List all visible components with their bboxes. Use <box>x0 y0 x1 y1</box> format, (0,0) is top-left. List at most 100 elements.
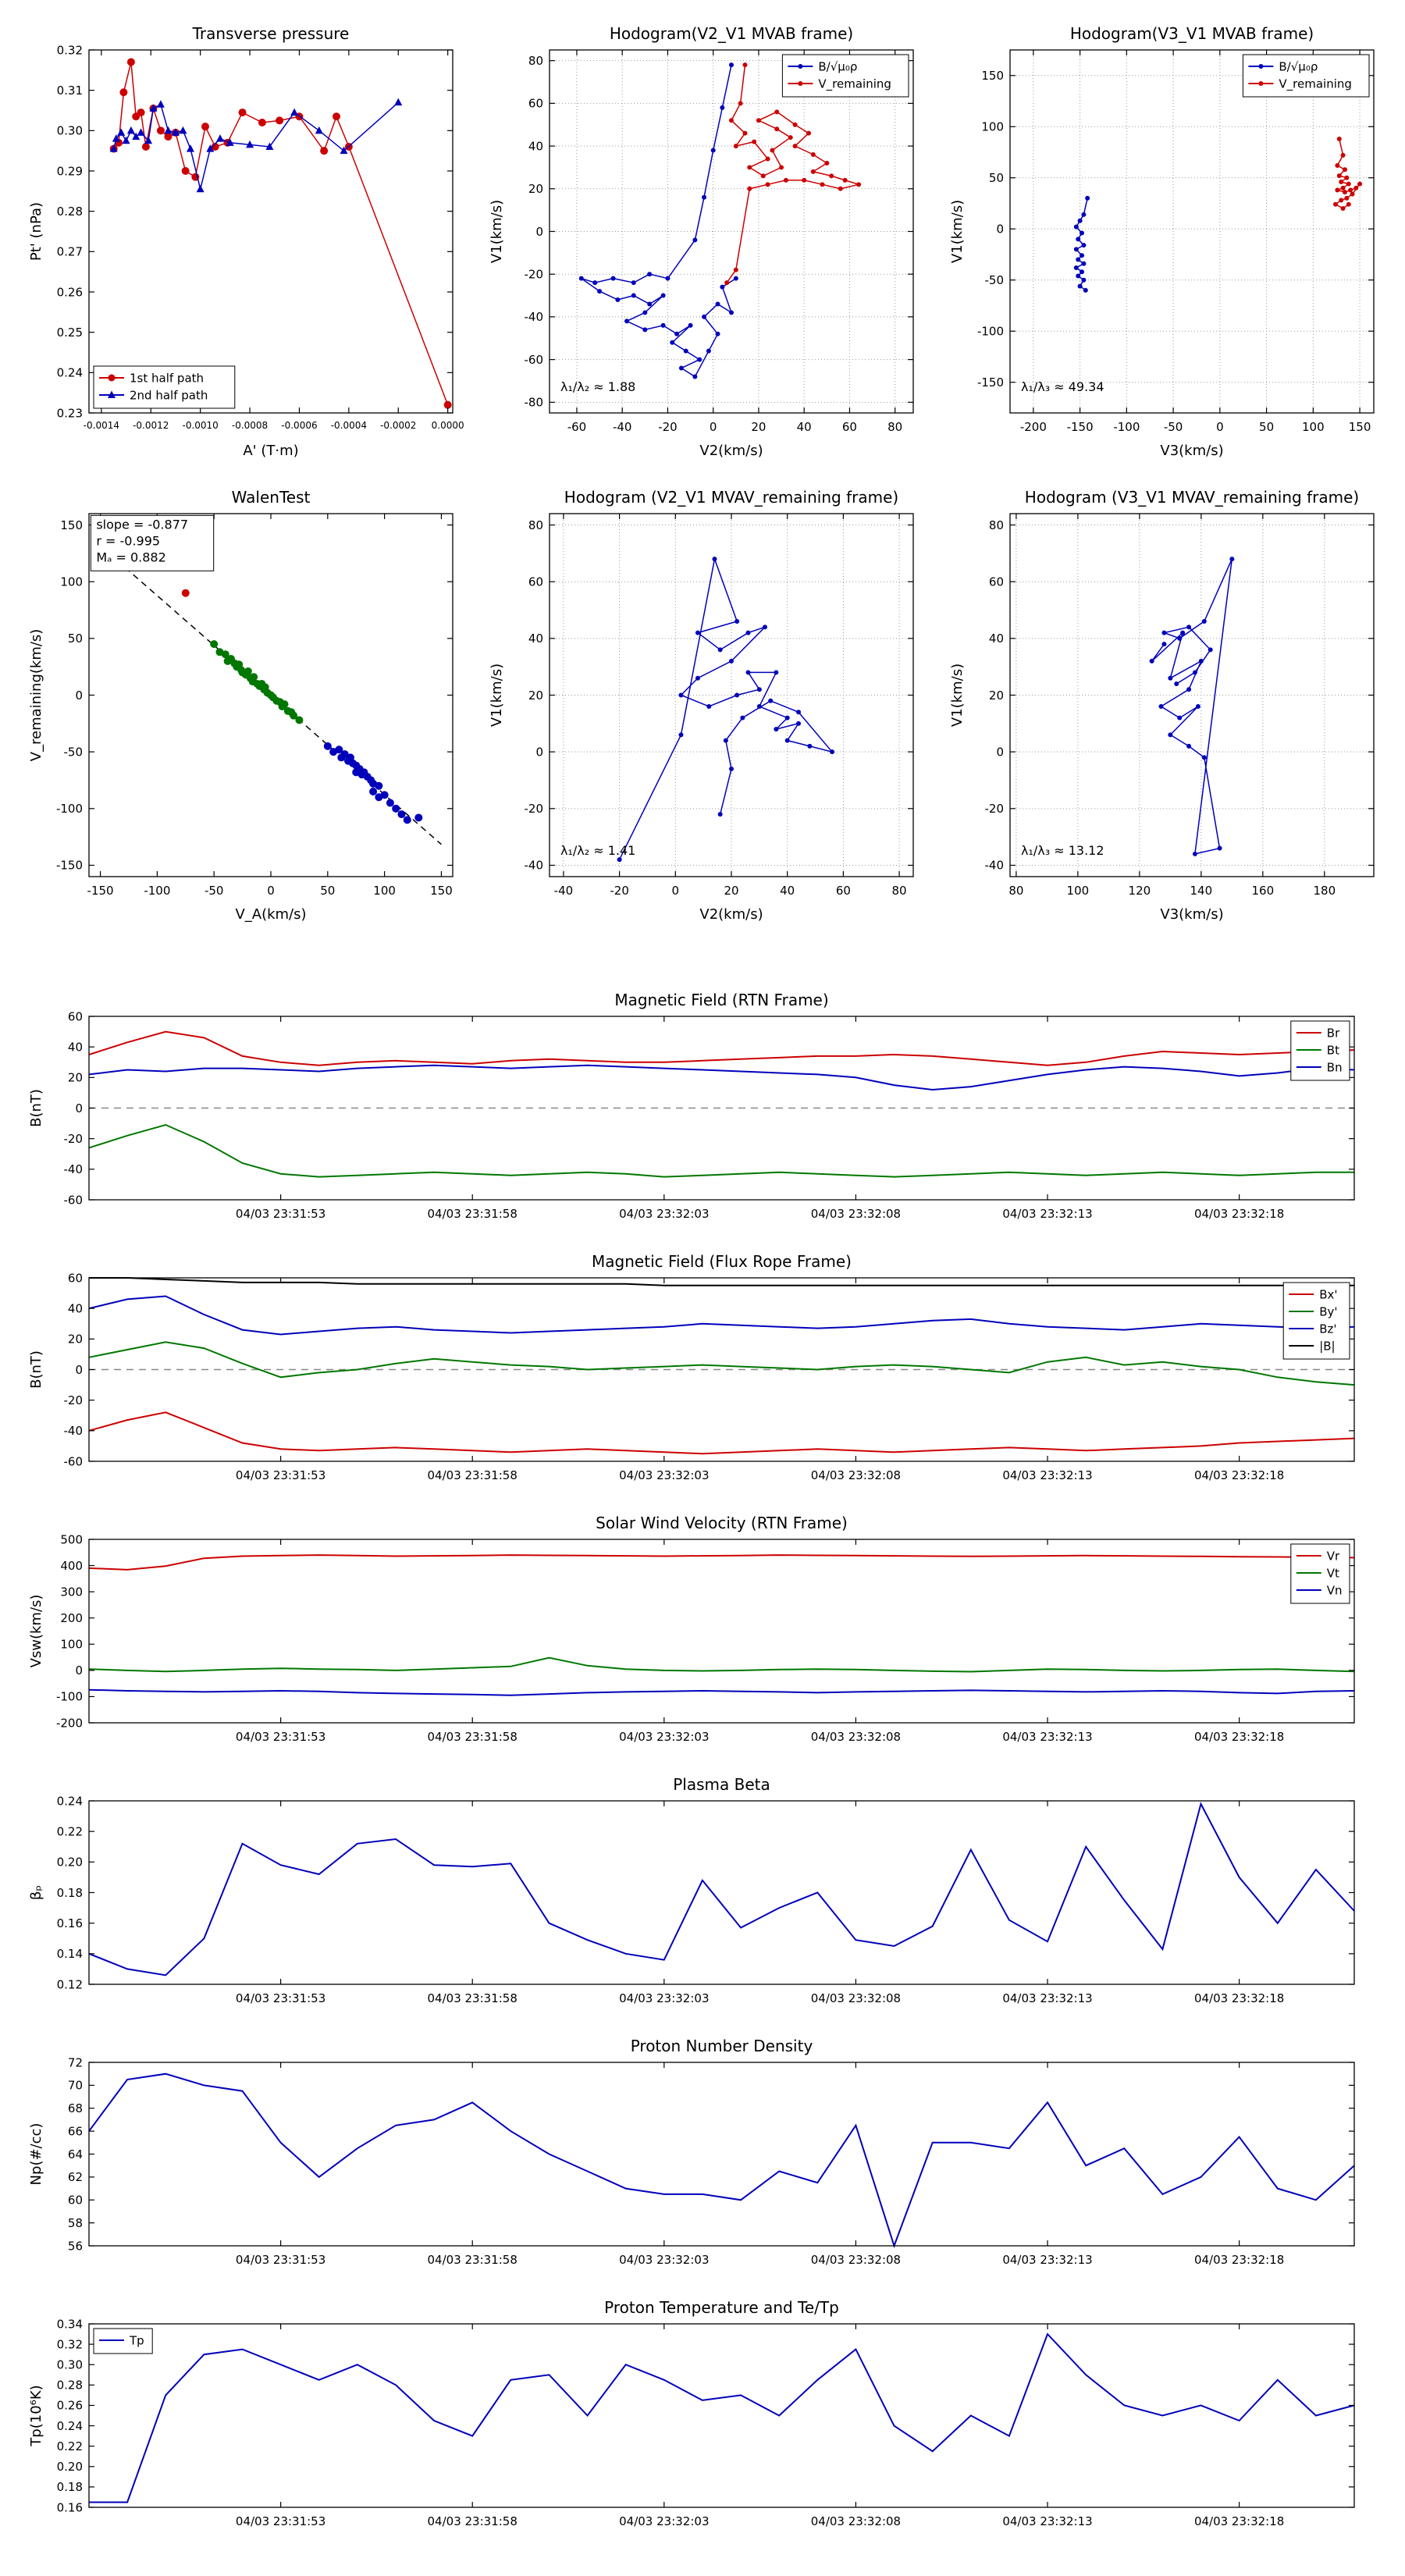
svg-text:0.24: 0.24 <box>57 1794 83 1808</box>
svg-text:0.22: 0.22 <box>57 1824 83 1838</box>
svg-text:WalenTest: WalenTest <box>232 488 311 507</box>
svg-text:04/03 23:32:08: 04/03 23:32:08 <box>811 1468 901 1482</box>
svg-text:-60: -60 <box>64 1193 84 1207</box>
svg-text:Plasma Beta: Plasma Beta <box>673 1775 770 1794</box>
svg-text:0: 0 <box>75 1101 83 1115</box>
svg-text:80: 80 <box>887 420 902 434</box>
svg-text:Bt: Bt <box>1327 1043 1339 1057</box>
svg-text:-200: -200 <box>1020 420 1047 434</box>
svg-text:-100: -100 <box>977 324 1004 338</box>
svg-text:60: 60 <box>68 2194 83 2208</box>
svg-text:0: 0 <box>75 1663 83 1678</box>
chart-hodogram-v2v1-mvab: -60 -40 -20 0 20 40 60 80 -80 -60 -40 -20 0 20 40 60 80 H… <box>484 14 929 463</box>
svg-text:0: 0 <box>672 884 680 898</box>
svg-text:B(nT): B(nT) <box>28 1089 44 1127</box>
svg-text:40: 40 <box>780 884 795 898</box>
svg-text:-150: -150 <box>56 859 83 873</box>
svg-text:04/03 23:32:03: 04/03 23:32:03 <box>619 1468 709 1482</box>
svg-text:20: 20 <box>68 1332 83 1347</box>
svg-text:-150: -150 <box>1067 420 1094 434</box>
svg-text:04/03 23:32:18: 04/03 23:32:18 <box>1194 1468 1284 1482</box>
svg-text:50: 50 <box>68 632 83 646</box>
svg-text:0.16: 0.16 <box>57 1916 83 1930</box>
svg-text:50: 50 <box>1259 420 1274 434</box>
chart-transverse-pressure: -0.0014 -0.0012 -0.0010 -0.0008 -0.0006 -0.00… <box>23 14 468 463</box>
svg-text:04/03 23:32:18: 04/03 23:32:18 <box>1194 1207 1284 1221</box>
svg-text:0.31: 0.31 <box>57 84 83 98</box>
svg-text:0.25: 0.25 <box>57 326 83 340</box>
svg-text:-0.0008: -0.0008 <box>232 420 268 431</box>
svg-text:-20: -20 <box>64 1132 84 1146</box>
svg-text:-0.0010: -0.0010 <box>182 420 218 431</box>
chart-solar-wind-velocity: 04/03 23:31:53 04/03 23:31:58 04/03 23:32:… <box>23 1508 1382 1758</box>
svg-text:0.34: 0.34 <box>57 2317 83 2331</box>
svg-text:Magnetic Field (Flux Rope Fram: Magnetic Field (Flux Rope Frame) <box>592 1252 852 1271</box>
svg-text:0.32: 0.32 <box>57 2337 83 2351</box>
svg-text:56: 56 <box>68 2239 83 2253</box>
svg-text:slope = -0.877: slope = -0.877 <box>96 517 188 532</box>
svg-text:V2(km/s): V2(km/s) <box>699 906 763 923</box>
svg-text:40: 40 <box>528 139 543 153</box>
svg-text:04/03 23:32:13: 04/03 23:32:13 <box>1002 1207 1092 1221</box>
svg-text:-60: -60 <box>567 420 587 434</box>
svg-text:0.20: 0.20 <box>57 1856 83 1870</box>
svg-text:0.20: 0.20 <box>57 2460 83 2474</box>
svg-text:-20: -20 <box>658 420 678 434</box>
svg-text:0.14: 0.14 <box>57 1947 83 1961</box>
chart-hodogram-v2v1-mvav: -40 -20 0 20 40 60 80 -40 -20 0 20 40 60 80 Hodogram (… <box>484 478 929 927</box>
chart-plasma-beta: 04/03 23:31:53 04/03 23:31:58 04/03 23:32:… <box>23 1770 1382 2019</box>
svg-text:0: 0 <box>75 1363 83 1377</box>
svg-text:0.24: 0.24 <box>57 366 83 380</box>
svg-text:-50: -50 <box>985 273 1005 287</box>
svg-text:0.27: 0.27 <box>57 245 83 259</box>
svg-text:Proton Number Density: Proton Number Density <box>631 2037 813 2055</box>
svg-text:04/03 23:31:58: 04/03 23:31:58 <box>428 1207 518 1221</box>
svg-text:-0.0004: -0.0004 <box>331 420 367 431</box>
svg-text:-40: -40 <box>525 859 544 873</box>
svg-text:Transverse pressure: Transverse pressure <box>192 24 350 43</box>
svg-text:100: 100 <box>60 575 83 589</box>
chart-proton-number-density: 04/03 23:31:53 04/03 23:31:58 04/03 23:32:… <box>23 2031 1382 2281</box>
svg-text:80: 80 <box>1008 884 1023 898</box>
svg-text:|B|: |B| <box>1319 1339 1335 1353</box>
svg-text:04/03 23:31:58: 04/03 23:31:58 <box>428 1468 518 1482</box>
svg-text:0: 0 <box>535 745 543 759</box>
svg-text:Hodogram (V2_V1 MVAV_remaining: Hodogram (V2_V1 MVAV_remaining frame) <box>564 488 898 507</box>
svg-text:-40: -40 <box>525 310 544 324</box>
svg-text:-0.0012: -0.0012 <box>133 420 169 431</box>
svg-text:60: 60 <box>989 575 1004 589</box>
svg-text:r = -0.995: r = -0.995 <box>96 533 160 548</box>
svg-text:Hodogram(V3_V1 MVAB frame): Hodogram(V3_V1 MVAB frame) <box>1070 24 1314 43</box>
svg-text:0.18: 0.18 <box>57 1886 83 1900</box>
svg-text:04/03 23:32:13: 04/03 23:32:13 <box>1002 1468 1092 1482</box>
svg-text:-40: -40 <box>64 1162 84 1176</box>
svg-text:150: 150 <box>981 69 1004 83</box>
svg-text:40: 40 <box>68 1040 83 1054</box>
svg-text:100: 100 <box>1067 884 1090 898</box>
svg-text:04/03 23:32:03: 04/03 23:32:03 <box>619 1207 709 1221</box>
chart-proton-temperature: 04/03 23:31:53 04/03 23:31:58 04/03 23:32:… <box>23 2293 1382 2542</box>
svg-text:04/03 23:32:03: 04/03 23:32:03 <box>619 1991 709 2005</box>
svg-text:λ₁/λ₃ ≈ 13.12: λ₁/λ₃ ≈ 13.12 <box>1021 843 1104 858</box>
svg-text:-0.0002: -0.0002 <box>380 420 416 431</box>
svg-text:04/03 23:32:03: 04/03 23:32:03 <box>619 2514 709 2528</box>
svg-text:50: 50 <box>320 884 335 898</box>
svg-text:-40: -40 <box>613 420 632 434</box>
svg-text:0.22: 0.22 <box>57 2439 83 2453</box>
svg-text:0: 0 <box>535 225 543 239</box>
svg-text:-20: -20 <box>525 802 544 816</box>
svg-text:500: 500 <box>60 1532 83 1546</box>
svg-text:150: 150 <box>60 518 83 532</box>
svg-text:100: 100 <box>60 1638 83 1652</box>
svg-text:βₚ: βₚ <box>28 1885 44 1900</box>
svg-text:04/03 23:32:08: 04/03 23:32:08 <box>811 2514 901 2528</box>
svg-text:-80: -80 <box>525 396 544 410</box>
svg-text:04/03 23:32:08: 04/03 23:32:08 <box>811 2253 901 2267</box>
svg-text:04/03 23:32:18: 04/03 23:32:18 <box>1194 1991 1284 2005</box>
svg-text:04/03 23:32:13: 04/03 23:32:13 <box>1002 2514 1092 2528</box>
svg-text:66: 66 <box>68 2124 83 2138</box>
svg-text:Magnetic Field (RTN Frame): Magnetic Field (RTN Frame) <box>614 991 828 1009</box>
svg-text:0.30: 0.30 <box>57 2357 83 2371</box>
svg-text:Vr: Vr <box>1327 1549 1340 1563</box>
svg-text:40: 40 <box>989 632 1004 646</box>
